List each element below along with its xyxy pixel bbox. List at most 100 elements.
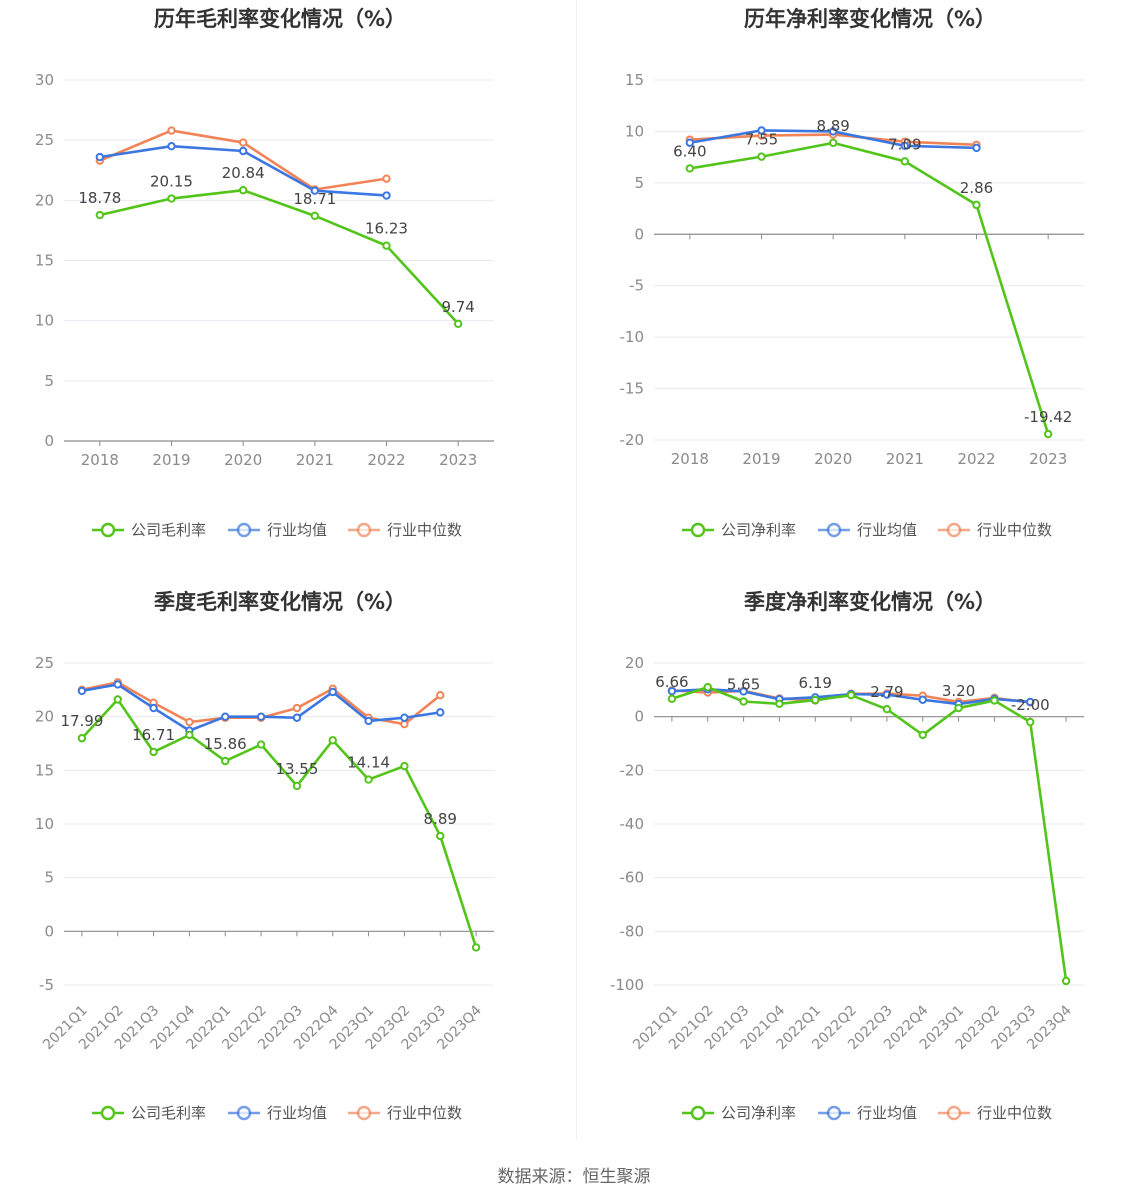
legend-marker-icon <box>946 522 962 538</box>
y-tick-label: -20 <box>620 761 645 779</box>
data-point-avg <box>882 690 892 699</box>
chart-quarterly-gross-margin-svg: 季度毛利率变化情况（%）-505101520252021Q12021Q22021… <box>35 590 494 1122</box>
y-tick-label: 10 <box>35 815 54 833</box>
legend-item-median: 行业中位数 <box>938 1104 1052 1122</box>
data-label: 18.78 <box>78 189 121 207</box>
legend-marker-icon <box>690 522 706 538</box>
legend-label: 行业中位数 <box>977 1104 1052 1122</box>
data-label: 6.19 <box>799 674 832 692</box>
legend-label: 行业中位数 <box>387 1104 462 1122</box>
series-line-company <box>80 698 478 948</box>
data-point-avg <box>972 143 981 153</box>
x-tick-label: 2023 <box>1029 450 1067 468</box>
legend-label: 行业中位数 <box>977 521 1052 539</box>
data-point-company <box>900 157 910 166</box>
data-point-avg <box>1026 697 1035 707</box>
data-point-median <box>238 138 248 147</box>
legend-marker-icon <box>236 1105 252 1121</box>
y-tick-label: -20 <box>620 431 645 449</box>
data-point-avg <box>900 141 910 151</box>
data-label: 16.23 <box>365 220 408 238</box>
y-tick-label: 5 <box>44 869 54 887</box>
legend-label: 公司毛利率 <box>131 521 206 539</box>
data-point-company <box>954 703 963 713</box>
series-line-company <box>689 141 1050 435</box>
data-label: 8.89 <box>816 117 849 135</box>
data-point-company <box>77 734 87 743</box>
legend-label: 公司净利率 <box>721 521 796 539</box>
data-point-company <box>1061 976 1071 986</box>
legend-label: 行业均值 <box>267 521 327 539</box>
y-tick-label: 20 <box>625 654 644 672</box>
data-point-company <box>382 241 391 250</box>
legend-item-median: 行业中位数 <box>348 1104 462 1122</box>
data-point-company <box>918 730 927 740</box>
data-label: 2.86 <box>960 179 993 197</box>
data-label: 2.79 <box>870 683 903 701</box>
legend-item-median: 行业中位数 <box>938 521 1052 539</box>
legend-label: 行业中位数 <box>387 521 462 539</box>
chart-quarterly-net-margin-svg: 季度净利率变化情况（%）-100-80-60-40-200202021Q1202… <box>610 590 1084 1122</box>
data-point-median <box>185 717 194 727</box>
legend-marker-icon <box>100 522 116 538</box>
y-tick-label: -15 <box>620 380 645 398</box>
legend-marker-icon <box>946 1105 962 1121</box>
data-point-avg <box>382 191 391 200</box>
legend-marker-icon <box>356 1105 372 1121</box>
y-tick-label: -60 <box>620 869 645 887</box>
data-point-avg <box>149 703 158 713</box>
data-label: 20.15 <box>150 173 193 191</box>
data-point-company <box>453 319 463 328</box>
data-point-company <box>811 695 820 705</box>
x-tick-label: 2020 <box>224 451 262 469</box>
data-point-company <box>703 682 712 692</box>
data-point-avg <box>918 695 927 704</box>
data-label: 14.14 <box>347 754 390 772</box>
y-tick-label: 15 <box>625 71 644 89</box>
legend-marker-icon <box>100 1105 116 1121</box>
legend-marker-icon <box>826 1105 842 1121</box>
y-tick-label: 30 <box>35 71 54 89</box>
data-label: 6.66 <box>655 673 688 691</box>
y-tick-label: 25 <box>35 654 54 672</box>
legend-item-avg: 行业均值 <box>818 521 917 539</box>
x-tick-label: 2018 <box>81 451 119 469</box>
data-point-company <box>328 736 337 745</box>
data-point-median <box>436 691 445 700</box>
chart-title: 历年净利率变化情况（%） <box>744 7 996 31</box>
data-point-avg <box>221 712 230 721</box>
data-label: 5.65 <box>727 676 760 694</box>
x-tick-label: 2022 <box>957 450 995 468</box>
data-point-company <box>685 164 695 173</box>
data-point-company <box>149 747 158 757</box>
y-tick-label: 0 <box>634 708 644 726</box>
data-point-avg <box>292 713 302 722</box>
series-line-company <box>99 188 460 325</box>
data-label: 17.99 <box>60 712 103 730</box>
data-point-company <box>1043 429 1053 439</box>
data-label: 9.74 <box>441 298 474 316</box>
x-tick-label: 2021 <box>886 450 924 468</box>
data-point-avg <box>167 141 176 151</box>
y-tick-label: -100 <box>610 976 644 994</box>
data-point-company <box>990 696 999 705</box>
y-tick-label: 20 <box>35 708 54 726</box>
legend-label: 公司净利率 <box>721 1104 796 1122</box>
data-point-avg <box>113 680 122 689</box>
data-label: 3.20 <box>942 682 975 700</box>
data-label: 13.55 <box>275 760 318 778</box>
chart-title: 季度毛利率变化情况（%） <box>154 590 406 614</box>
chart-annual-gross-margin-svg: 历年毛利率变化情况（%） 0 5 10 15 20 25 30 2018 2019 2020 2021… <box>35 7 494 539</box>
x-tick-label: 2020 <box>814 450 852 468</box>
data-point-company <box>256 740 266 749</box>
y-tick-label: 10 <box>625 122 644 140</box>
chart-annual-gross-margin: 历年毛利率变化情况（%） 0 5 10 15 20 25 30 2018 2019 2020 2021… <box>0 0 560 560</box>
data-point-company <box>775 699 784 708</box>
data-label: 8.89 <box>424 810 457 828</box>
data-point-company <box>95 210 105 220</box>
legend-marker-icon <box>356 522 372 538</box>
data-point-company <box>739 697 748 706</box>
data-point-company <box>882 704 892 714</box>
y-tick-label: 10 <box>35 312 54 330</box>
data-point-median <box>292 703 302 713</box>
